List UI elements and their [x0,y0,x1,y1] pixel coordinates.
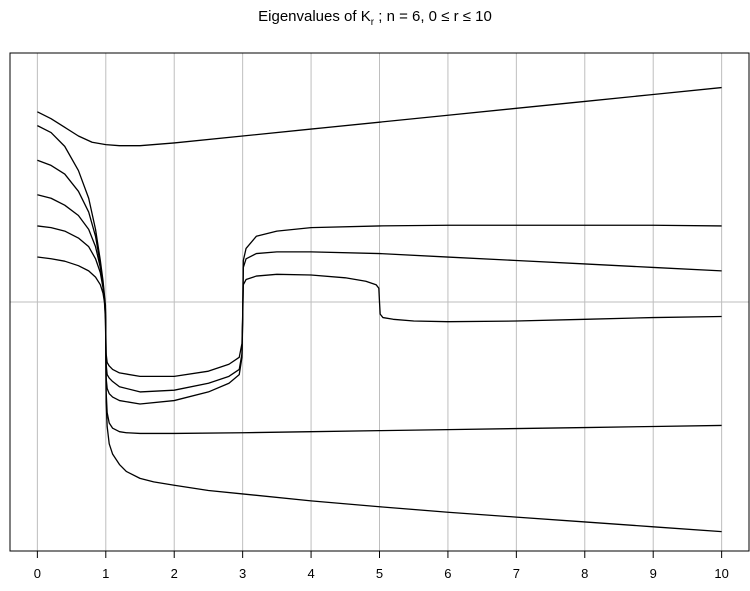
chart-title: Eigenvalues of Kr ; n = 6, 0 ≤ r ≤ 10 [258,8,492,28]
x-tick-label-1: 1 [102,566,109,581]
x-tick-label-4: 4 [307,566,314,581]
x-tick-label-6: 6 [444,566,451,581]
series-layer [37,86,722,533]
x-tick-label-2: 2 [171,566,178,581]
series-line-6 [37,256,722,533]
x-tick-label-0: 0 [34,566,41,581]
series-line-5 [37,225,722,435]
x-tick-label-10: 10 [714,566,728,581]
x-tick-label-8: 8 [581,566,588,581]
series-line-2 [37,125,722,377]
grid-layer [10,53,749,551]
series-line-1 [37,86,722,147]
x-tick-label-9: 9 [650,566,657,581]
x-tick-label-5: 5 [376,566,383,581]
x-tick-label-7: 7 [513,566,520,581]
x-tick-label-3: 3 [239,566,246,581]
x-axis: 0 1 2 3 4 5 6 7 8 9 10 [34,551,729,581]
series-line-3 [37,159,722,393]
